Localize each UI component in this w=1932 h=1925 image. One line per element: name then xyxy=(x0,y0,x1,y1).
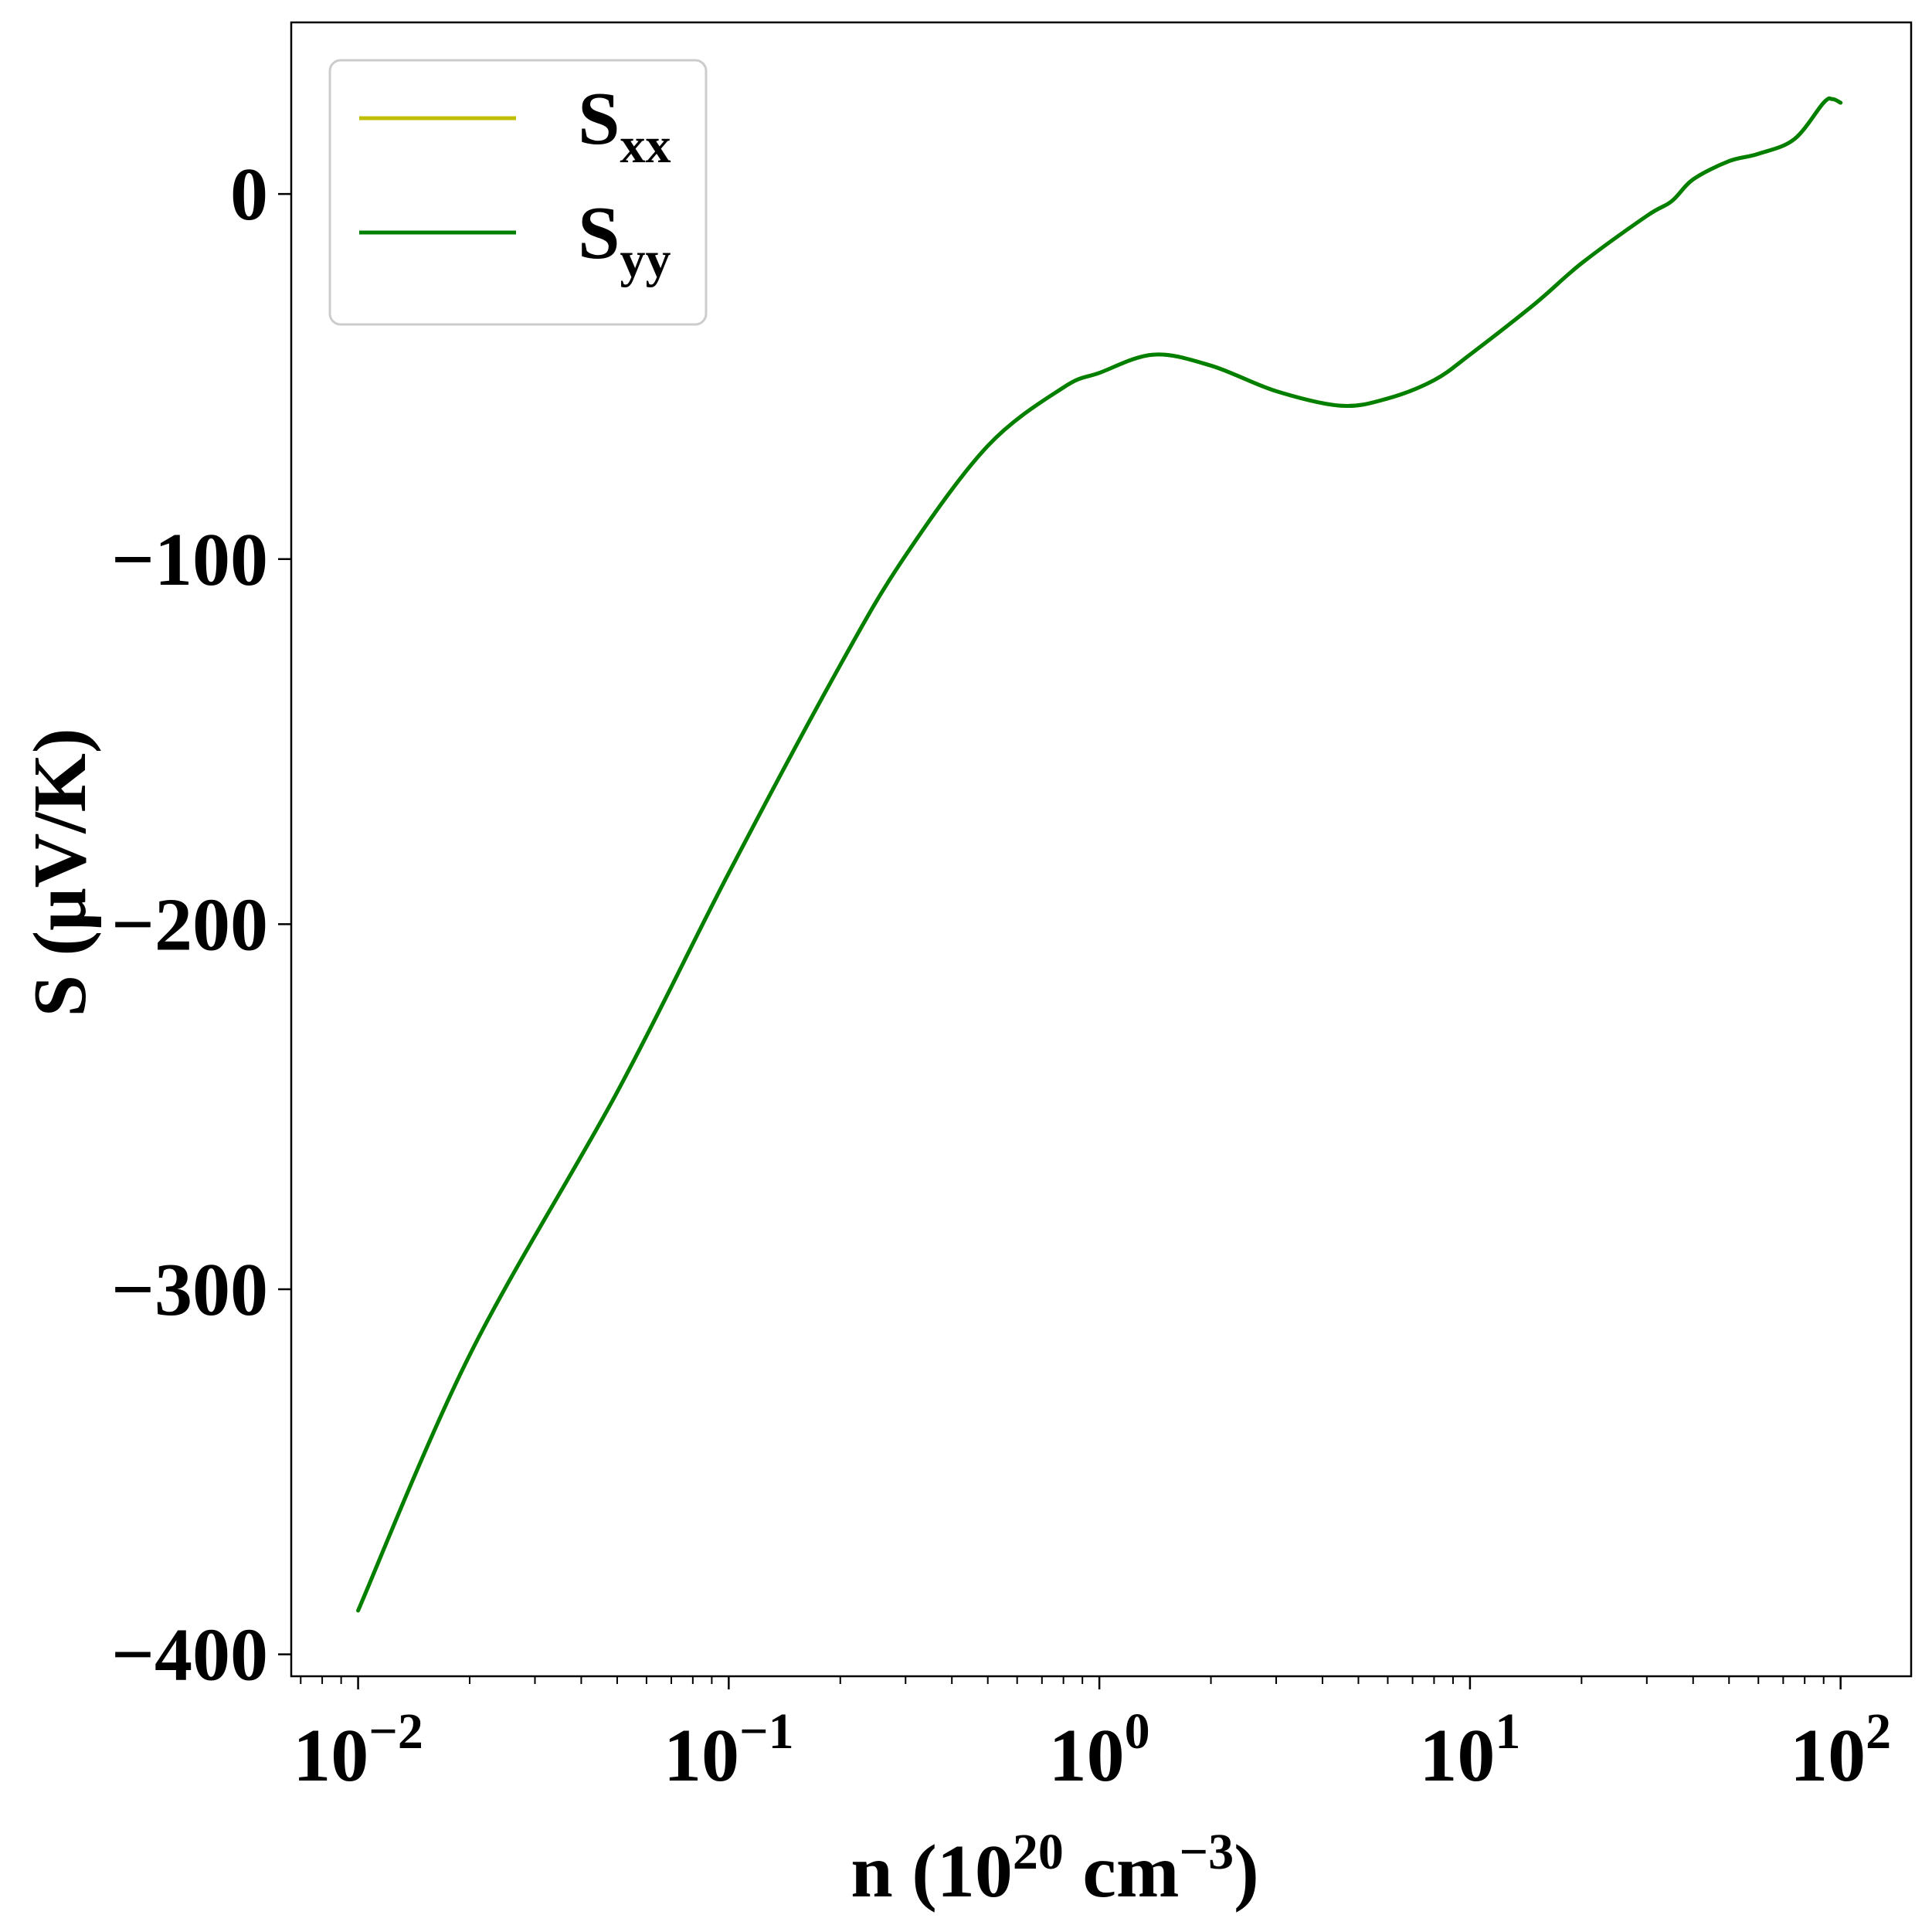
series-layer xyxy=(356,96,1843,1613)
legend-box xyxy=(328,59,708,326)
x-tick-label: 101 xyxy=(1419,1703,1520,1798)
x-axis-label-sup1: 20 xyxy=(1013,1824,1064,1880)
x-tick-label-exponent: 1 xyxy=(1495,1703,1520,1760)
x-tick-label-base: 10 xyxy=(1419,1714,1495,1798)
x-axis-label-mid: cm xyxy=(1064,1830,1180,1913)
x-tick-label-exponent: 0 xyxy=(1125,1703,1150,1760)
x-axis-label-end: ) xyxy=(1234,1830,1259,1913)
x-tick-label: 100 xyxy=(1049,1703,1150,1798)
y-axis-label: S (μV/K) xyxy=(19,728,102,1017)
x-axis-label-main: n (10 xyxy=(851,1830,1013,1913)
y-tick-label: −100 xyxy=(111,518,268,602)
y-tick-label: −200 xyxy=(111,883,268,966)
plot-area xyxy=(356,96,1843,1613)
x-tick-label: 102 xyxy=(1790,1703,1891,1798)
legend-label-syy: Syy xyxy=(578,192,671,288)
x-tick-label-base: 10 xyxy=(1049,1714,1125,1798)
legend-label-main: S xyxy=(578,77,620,161)
x-tick-label-exponent: −1 xyxy=(739,1703,794,1760)
legend-label-sub: xx xyxy=(620,117,671,174)
x-axis: 10−2 10−1 100 101 102 xyxy=(293,1676,1891,1798)
legend-label-main: S xyxy=(578,192,620,275)
series-line-syy xyxy=(356,96,1843,1613)
x-tick-label-exponent: 2 xyxy=(1866,1703,1891,1760)
y-tick-label: −400 xyxy=(111,1614,268,1697)
x-tick-label-base: 10 xyxy=(293,1714,368,1798)
x-axis-label: n (1020 cm−3) xyxy=(851,1824,1259,1913)
x-tick-label-exponent: −2 xyxy=(368,1703,423,1760)
x-axis-label-sup2: −3 xyxy=(1180,1824,1234,1880)
legend-label-sub: yy xyxy=(620,232,671,288)
legend-label-sxx: Sxx xyxy=(578,77,671,174)
plot-frame xyxy=(290,21,1913,1678)
y-tick-label: 0 xyxy=(230,153,268,236)
y-axis: 0 −100 −200 −300 −400 xyxy=(111,153,291,1697)
x-tick-label-base: 10 xyxy=(664,1714,739,1798)
x-tick-label: 10−1 xyxy=(664,1703,794,1798)
x-tick-label-base: 10 xyxy=(1790,1714,1866,1798)
y-tick-label: −300 xyxy=(111,1248,268,1332)
x-tick-label: 10−2 xyxy=(293,1703,423,1798)
